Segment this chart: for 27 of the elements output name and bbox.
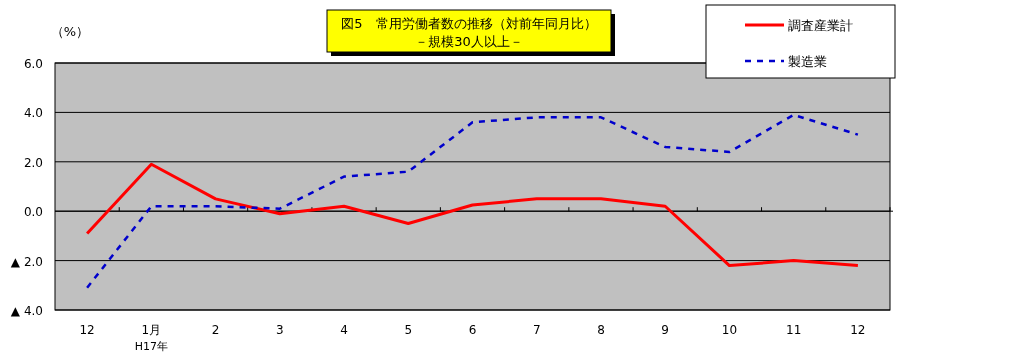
y-tick-label: ▲ 2.0 bbox=[10, 254, 43, 269]
legend-label: 製造業 bbox=[788, 54, 827, 69]
line-series bbox=[85, 113, 860, 290]
y-tick-label: ▲ 4.0 bbox=[10, 304, 43, 318]
y-tick-label: 4.0 bbox=[23, 106, 43, 121]
y-tick-label: 6.0 bbox=[23, 57, 43, 71]
line-series bbox=[85, 162, 860, 268]
y-tick-label: 0.0 bbox=[23, 205, 43, 220]
chart-title: 図5 常用労働者数の推移（対前年同月比） bbox=[341, 16, 597, 31]
text: H17年 bbox=[134, 340, 168, 353]
x-tick-label: 12 bbox=[850, 323, 866, 337]
x-tick-label: 6 bbox=[468, 323, 477, 337]
x-tick-label: 1月 bbox=[141, 323, 162, 337]
x-tick-label: 7 bbox=[532, 323, 541, 337]
legend-label: 調査産業計 bbox=[788, 18, 853, 33]
x-tick-label: 11 bbox=[786, 323, 802, 337]
x-tick-label: 12 bbox=[79, 323, 95, 337]
x-tick-label: 10 bbox=[721, 323, 738, 337]
x-tick-label: 4 bbox=[340, 323, 348, 337]
x-tick-label: 2 bbox=[211, 323, 220, 337]
x-tick-label: 5 bbox=[404, 323, 413, 337]
x-tick-label: 8 bbox=[597, 323, 605, 337]
chart-subtitle: －規模30人以上－ bbox=[415, 34, 523, 49]
y-axis-title: （%） bbox=[50, 24, 90, 39]
y-tick-label: 2.0 bbox=[23, 155, 43, 170]
x-tick-label: 9 bbox=[661, 323, 670, 337]
x-tick-label: 3 bbox=[275, 323, 284, 337]
